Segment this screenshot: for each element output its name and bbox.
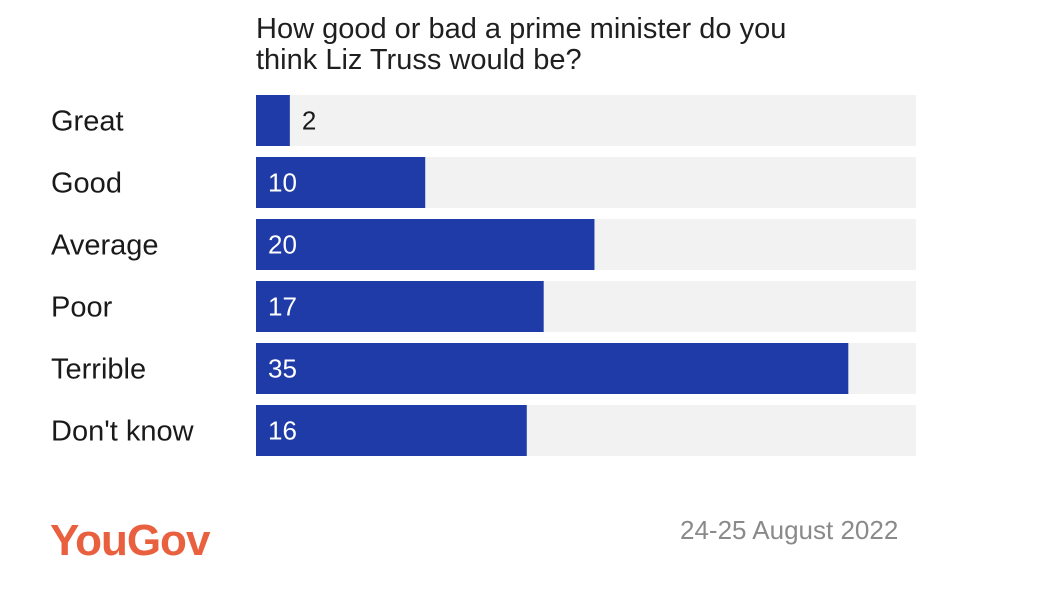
category-label-poor: Poor (51, 292, 113, 324)
bar-poor (256, 281, 544, 332)
bar-good (256, 157, 426, 208)
bar-track-great (256, 95, 916, 146)
value-label-great: 2 (302, 106, 316, 136)
value-label-good: 10 (268, 168, 297, 198)
category-label-don-t-know: Don't know (51, 416, 195, 448)
chart-title-line-1: How good or bad a prime minister do you (256, 13, 787, 45)
category-label-great: Great (51, 106, 124, 138)
yougov-logo: YouGov (50, 516, 210, 565)
category-label-average: Average (51, 230, 159, 262)
survey-date: 24-25 August 2022 (680, 515, 899, 545)
category-label-good: Good (51, 168, 122, 200)
value-label-terrible: 35 (268, 354, 297, 384)
chart-title: How good or bad a prime minister do you … (256, 14, 976, 76)
value-label-don-t-know: 16 (268, 416, 297, 446)
bar-don-t-know (256, 405, 527, 456)
value-label-average: 20 (268, 230, 297, 260)
bar-great (256, 95, 290, 146)
category-label-terrible: Terrible (51, 354, 146, 386)
chart-title-line-2: think Liz Truss would be? (256, 44, 582, 76)
bar-terrible (256, 343, 849, 394)
bar-average (256, 219, 595, 270)
value-label-poor: 17 (268, 292, 297, 322)
